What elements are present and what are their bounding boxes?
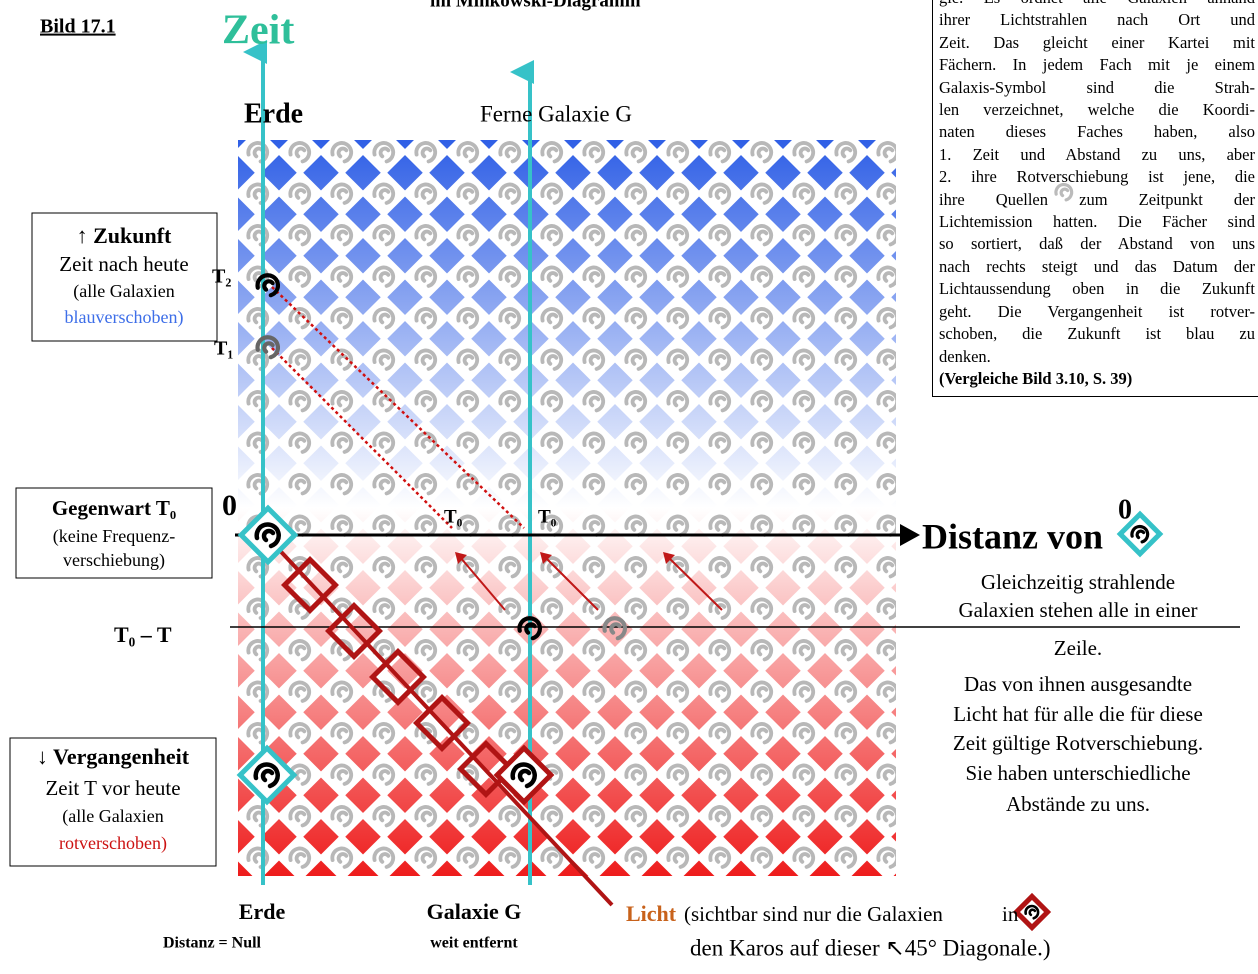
past-line: (alle Galaxien xyxy=(62,806,163,827)
past-line: Zeit T vor heute xyxy=(45,776,180,800)
present-title: Gegenwart T₀ xyxy=(52,496,176,520)
marker-t2: T₂ xyxy=(212,266,231,288)
future-line: Zeit nach heute xyxy=(59,252,188,276)
earth-distance: Distanz = Null xyxy=(163,935,262,952)
note-line: Das von ihnen ausgesandte xyxy=(964,672,1192,696)
future-title: ↑ Zukunft xyxy=(77,223,172,248)
explanation-line: so sortiert, daß der Abstand von uns xyxy=(939,233,1255,255)
distance-axis-label: Distanz von xyxy=(922,516,1103,556)
present-line: verschiebung) xyxy=(63,550,165,571)
marker-t1: T₁ xyxy=(214,338,233,360)
explanation-line: Galaxis-Symbol sind die Strah- xyxy=(939,77,1255,99)
note-line: Gleichzeitig strahlende xyxy=(981,570,1175,594)
past-title: ↓ Vergangenheit xyxy=(37,744,190,769)
earth-top: Erde xyxy=(244,98,303,129)
present-line: (keine Frequenz- xyxy=(53,526,175,547)
explanation-line: geht. Die Vergangenheit ist rotver- xyxy=(939,301,1255,323)
explanation-line: Lichtemission hatten. Die Fächer sind xyxy=(939,211,1255,233)
distance-zero: 0 xyxy=(1118,494,1132,525)
explanation-box: gie. Es ordnet alle Galaxien anhandihrer… xyxy=(932,0,1258,397)
galaxy-bottom: Galaxie G xyxy=(427,899,522,924)
explanation-line: denken. xyxy=(939,346,1255,368)
explanation-line: Lichtaussendung oben in die Zukunft xyxy=(939,278,1255,300)
highlight-cell xyxy=(1016,896,1047,927)
page: { "header": {"figure_label": "Bild 17.1"… xyxy=(0,0,1258,974)
title: im Minkowski-Diagramm xyxy=(430,0,641,11)
explanation-line: len verzeichnet, welche die Koordi- xyxy=(939,99,1255,121)
origin-label: 0 xyxy=(222,489,237,522)
future-line: (alle Galaxien xyxy=(73,281,174,302)
light-label: Licht xyxy=(626,901,677,926)
figure-label: Bild 17.1 xyxy=(40,16,116,38)
galaxy-top: Ferne Galaxie G xyxy=(480,101,632,126)
explanation-line: ihrer Lichtstrahlen nach Ort und xyxy=(939,9,1255,31)
note-line: Sie haben unterschiedliche xyxy=(965,761,1190,785)
marker-t0: T₀ xyxy=(444,506,463,527)
note-line: Zeile. xyxy=(1054,636,1102,660)
explanation-line: Fächern. In jedem Fach mit je einem xyxy=(939,54,1255,76)
note-line: Licht hat für alle die für diese xyxy=(953,702,1203,726)
note-line: Abstände zu uns. xyxy=(1006,792,1150,816)
note-line: Galaxien stehen alle in einer xyxy=(958,598,1197,622)
explanation-line: Zeit. Das gleicht einer Kartei mit xyxy=(939,32,1255,54)
reference: (Vergleiche Bild 3.10, S. 39) xyxy=(939,368,1255,390)
light-text: (sichtbar sind nur die Galaxien xyxy=(684,902,943,926)
explanation-line: ihre Quellen zum Zeitpunkt der xyxy=(939,189,1255,211)
light-text-line2: den Karos auf dieser ↖45° Diagonale.) xyxy=(690,935,1051,960)
simultaneous-note: Gleichzeitig strahlende Galaxien stehen a… xyxy=(953,570,1203,816)
present-arrow xyxy=(900,524,920,546)
pattern xyxy=(234,128,912,882)
galaxy-distance: weit entfernt xyxy=(430,935,518,952)
time-axis-label: Zeit xyxy=(222,8,294,54)
note-line: Zeit gültige Rotverschiebung. xyxy=(953,731,1203,755)
past-line: rotverschoben) xyxy=(59,833,167,854)
marker-t0: T₀ xyxy=(538,506,557,527)
earth-bottom: Erde xyxy=(239,899,286,924)
explanation-line: nach rechts steigt und das Datum der xyxy=(939,256,1255,278)
explanation-line: 1. Zeit und Abstand zu uns, aber xyxy=(939,144,1255,166)
explanation-line: schoben, die Zukunft ist blau zu xyxy=(939,323,1255,345)
explanation-line: naten dieses Faches haben, also xyxy=(939,121,1255,143)
future-line: blauverschoben) xyxy=(65,307,184,328)
light-text-end: in xyxy=(1002,902,1019,926)
marker-t0-minus-t: T₀ – T xyxy=(114,622,172,647)
explanation-line: gie. Es ordnet alle Galaxien anhand xyxy=(939,0,1255,9)
explanation-line: 2. ihre Rotverschiebung ist jene, die xyxy=(939,166,1255,188)
